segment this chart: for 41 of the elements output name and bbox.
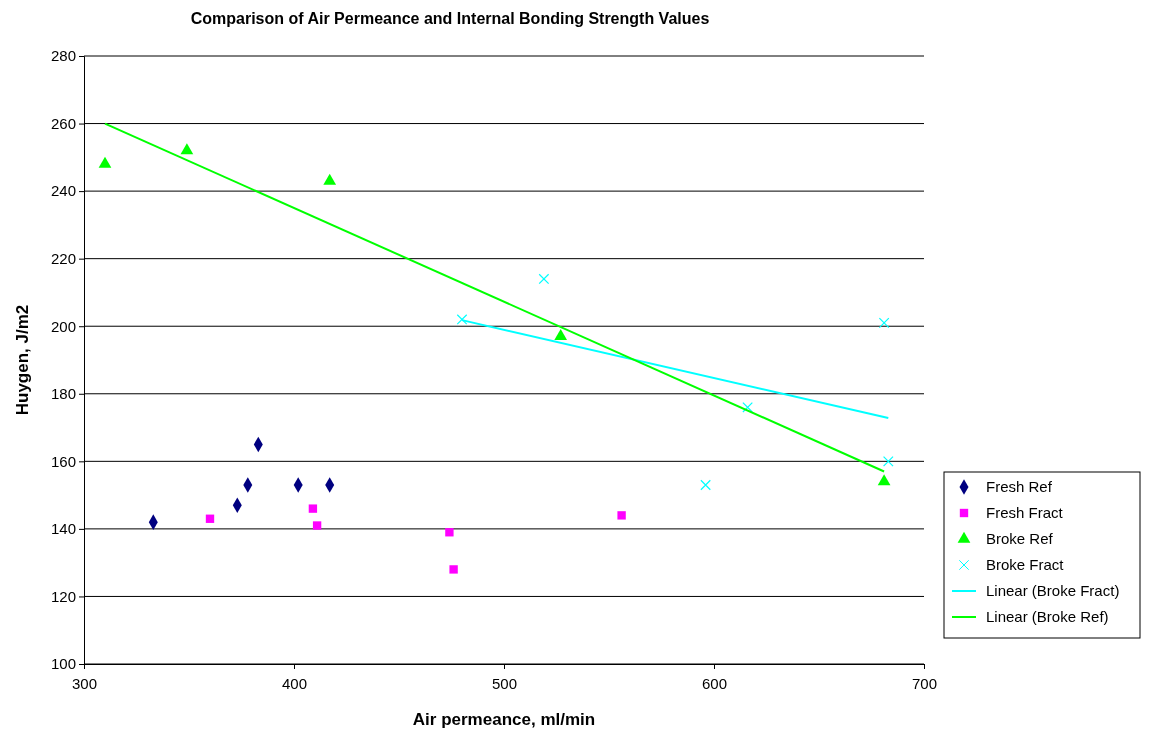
- point: [98, 156, 112, 168]
- point: [742, 401, 753, 413]
- x-tick-label: 500: [491, 674, 518, 692]
- point: [456, 314, 468, 325]
- y-tick-label: 280: [50, 47, 76, 65]
- point: [180, 143, 194, 155]
- chart-title: Comparison of Air Permeance and Internal Bonding Strength Values: [190, 10, 710, 27]
- y-tick-label: 240: [50, 182, 76, 200]
- y-axis-title: Huygen, J/m2: [13, 304, 32, 416]
- x-tick-label: 300: [71, 674, 98, 692]
- point: [308, 504, 318, 513]
- point: [877, 474, 891, 486]
- x-tick-label: 400: [281, 674, 308, 692]
- legend-label: Linear (Broke Fract): [986, 582, 1120, 599]
- y-tick-label: 100: [50, 655, 76, 673]
- y-tick-label: 220: [50, 249, 76, 267]
- point: [538, 273, 550, 285]
- point: [312, 521, 322, 530]
- point: [205, 514, 215, 523]
- y-tick-label: 160: [50, 452, 76, 470]
- legend-label: Linear (Broke Ref): [986, 608, 1109, 625]
- y-tick-label: 260: [50, 114, 76, 132]
- point: [882, 456, 894, 467]
- y-tick-label: 140: [50, 520, 76, 538]
- legend-label: Broke Ref: [986, 530, 1054, 547]
- legend-label: Fresh Ref: [986, 478, 1053, 495]
- point: [449, 565, 458, 574]
- y-tick-label: 200: [50, 317, 76, 335]
- point: [554, 329, 568, 341]
- point: [617, 511, 626, 520]
- legend-label: Fresh Fract: [986, 504, 1064, 521]
- point: [878, 317, 890, 329]
- x-tick-label: 700: [911, 674, 938, 692]
- legend-label: Broke Fract: [986, 556, 1065, 573]
- point: [323, 173, 337, 185]
- y-tick-label: 180: [50, 385, 76, 403]
- x-tick-label: 600: [701, 674, 728, 692]
- x-axis-title: Air permeance, ml/min: [412, 710, 596, 729]
- y-tick-label: 120: [50, 587, 76, 605]
- point: [445, 528, 454, 537]
- point: [700, 479, 711, 491]
